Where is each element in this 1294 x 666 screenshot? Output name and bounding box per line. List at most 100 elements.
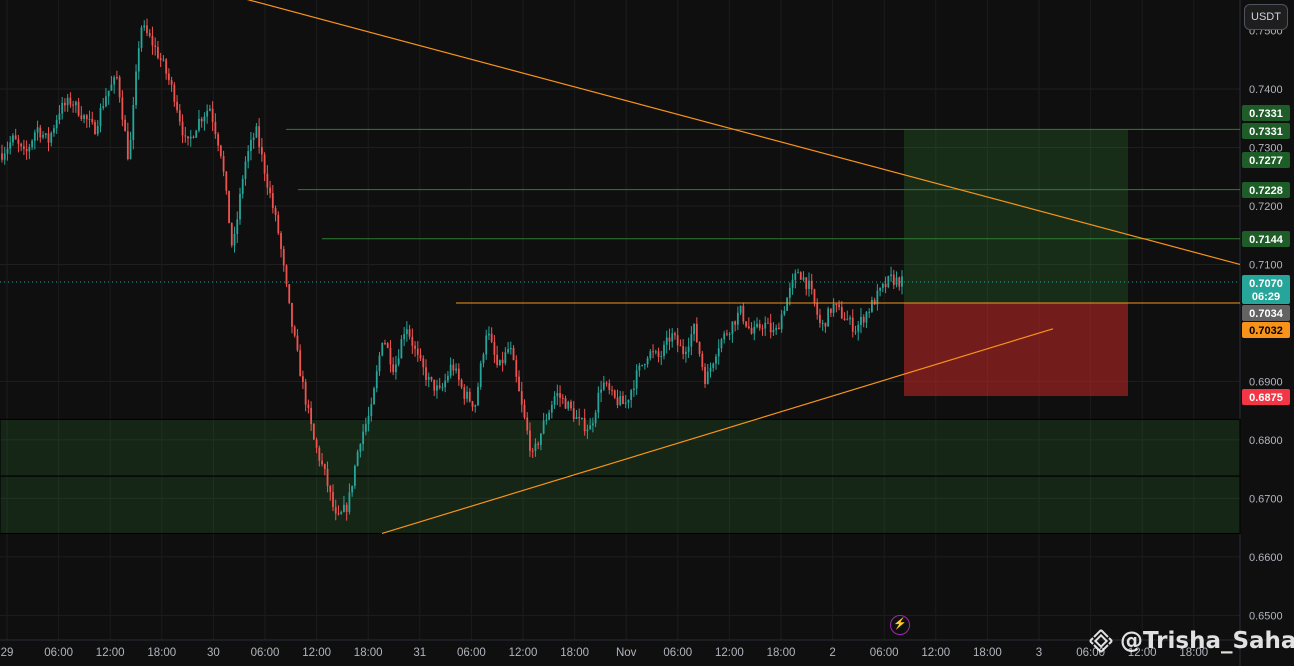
candle-body: [83, 115, 85, 119]
candle-body: [66, 97, 69, 106]
candle-body: [219, 145, 222, 157]
candle-body: [411, 336, 414, 346]
candle-body: [624, 402, 627, 405]
x-tick-label: 06:00: [870, 647, 899, 659]
candle-body: [498, 359, 501, 366]
candle-body: [682, 346, 685, 354]
x-tick-label: 2: [829, 647, 835, 659]
candle-body: [178, 110, 181, 122]
candle-body: [671, 333, 674, 342]
price-axis[interactable]: 0.7400 0.7300 0.7200 0.7100 0.6900 0.6800 0.67…: [1249, 26, 1283, 623]
x-tick-label: 31: [413, 647, 426, 659]
candle-body: [94, 122, 96, 135]
candle-body: [496, 354, 499, 366]
candle-body: [868, 311, 871, 313]
candle-body: [627, 399, 630, 403]
candle-body: [507, 349, 509, 353]
candle-body: [343, 504, 345, 512]
candle-body: [323, 464, 326, 469]
candle-body: [578, 417, 581, 419]
candle-body: [9, 142, 12, 149]
candle-body: [777, 327, 780, 330]
candle-body: [769, 322, 772, 333]
candle-body: [247, 151, 250, 162]
candle-body: [187, 136, 189, 139]
lightning-bolt-icon[interactable]: ⚡: [890, 615, 910, 635]
candle-body: [840, 307, 843, 319]
candle-body: [479, 363, 482, 387]
candle-body: [608, 383, 611, 390]
price-badge-label: 0.7277: [1249, 155, 1283, 167]
candle-body: [47, 133, 50, 143]
candle-body: [80, 115, 83, 119]
price-badge-label: 0.7034: [1249, 308, 1284, 320]
candle-body: [876, 290, 879, 305]
candle-body: [1, 153, 3, 160]
candle-body: [553, 396, 556, 405]
candle-body: [337, 513, 340, 515]
candle-body: [518, 376, 520, 392]
candle-body: [31, 140, 33, 148]
y-tick-label: 0.6700: [1249, 493, 1283, 505]
candle-body: [107, 90, 110, 97]
position-profit-zone[interactable]: [904, 129, 1128, 304]
candle-body: [282, 248, 285, 266]
candle-body: [559, 393, 561, 398]
candle-body: [780, 314, 783, 330]
candle-body: [230, 223, 233, 246]
ascending-trendline[interactable]: [381, 328, 1054, 535]
descending-trendline[interactable]: [232, 0, 1241, 266]
price-badge-label: 0.7228: [1249, 185, 1283, 197]
currency-unit-button[interactable]: USDT: [1244, 4, 1288, 30]
candle-body: [61, 102, 64, 114]
candle-body: [501, 359, 504, 364]
price-badge: [1242, 231, 1290, 247]
position-loss-zone[interactable]: [904, 303, 1128, 397]
candle-body: [99, 108, 102, 126]
x-tick-label: 3: [1036, 647, 1042, 659]
candle-body: [345, 504, 348, 512]
candle-body: [892, 274, 895, 285]
y-tick-label: 0.6800: [1249, 435, 1283, 447]
candle-body: [838, 304, 840, 308]
candle-body: [14, 135, 17, 140]
x-tick-label: Nov: [616, 647, 637, 659]
y-tick-label: 0.6900: [1249, 376, 1283, 388]
candle-body: [416, 348, 419, 355]
candle-body: [364, 424, 367, 432]
candle-body: [745, 321, 747, 327]
candle-body: [321, 460, 323, 465]
x-tick-label: 29: [1, 647, 14, 659]
candle-body: [572, 408, 575, 420]
candle-body: [873, 299, 876, 305]
candle-body: [701, 353, 704, 367]
candle-body: [460, 379, 463, 388]
candle-body: [633, 388, 635, 391]
x-tick-label: 06:00: [251, 647, 280, 659]
candle-body: [165, 59, 168, 74]
candle-body: [271, 193, 274, 209]
candle-body: [520, 391, 523, 405]
candle-body: [679, 345, 682, 347]
candle-body: [605, 382, 608, 384]
candle-body: [430, 376, 433, 380]
candle-body: [436, 385, 438, 391]
time-axis[interactable]: 29 06:00 12:00 18:00 30 06:00 12:00 18:00 31 06:0…: [1, 647, 1209, 659]
candle-body: [356, 451, 359, 466]
candle-body: [39, 127, 42, 138]
candle-body: [312, 424, 315, 440]
trendlines[interactable]: [232, 0, 1241, 535]
x-tick-label: 18:00: [767, 647, 796, 659]
candle-body: [277, 215, 280, 234]
candle-body: [170, 80, 173, 85]
candle-body: [641, 364, 644, 366]
candle-body: [405, 329, 408, 335]
candle-body: [463, 387, 466, 399]
candle-body: [556, 393, 559, 397]
price-badges: 0.7331 0.7331 0.7277 0.7228 0.7144 0.7034 0.70…: [1242, 105, 1290, 405]
candle-body: [643, 364, 646, 366]
candle-body: [296, 335, 299, 351]
candle-body: [3, 153, 6, 160]
candle-body: [236, 219, 239, 234]
